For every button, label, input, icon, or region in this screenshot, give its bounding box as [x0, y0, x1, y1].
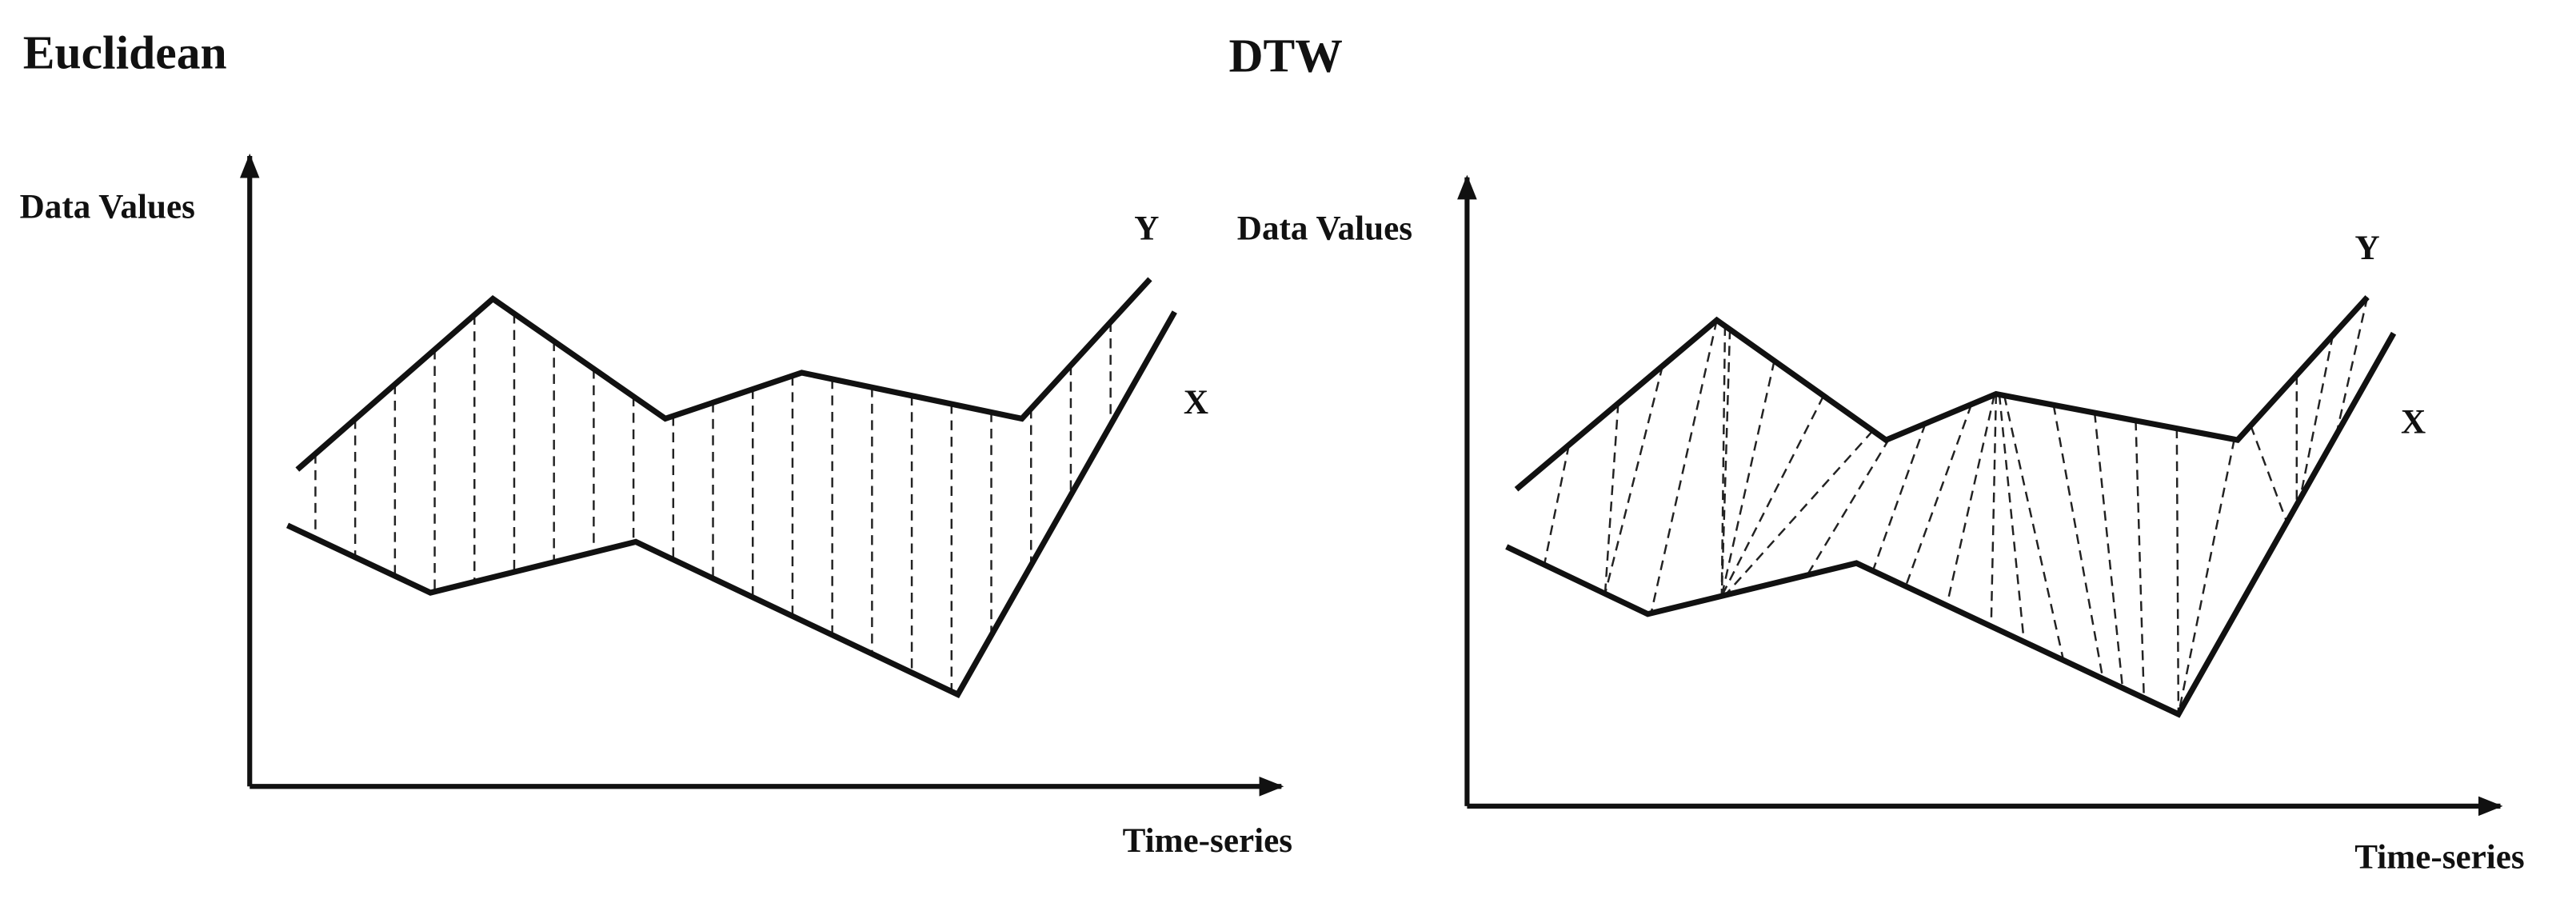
- series-x-line: [1505, 331, 2397, 718]
- warping-line: [1720, 360, 1775, 597]
- series-label: Y: [2355, 230, 2380, 267]
- series-x-line: [286, 310, 1177, 698]
- y-axis-label: Data Values: [20, 189, 195, 226]
- warping-line: [2052, 405, 2104, 679]
- warping-line: [1724, 430, 1874, 596]
- warping-line: [1720, 395, 1825, 597]
- warping-line: [1990, 394, 1998, 627]
- warping-line: [1904, 404, 1973, 587]
- warping-line: [2250, 425, 2288, 523]
- euclidean-panel: Euclidean Data Values Time-series Y X: [20, 26, 1292, 860]
- warping-line: [2175, 428, 2180, 714]
- series-label: X: [2401, 404, 2426, 442]
- warping-line: [2177, 439, 2235, 715]
- panel-title: DTW: [1229, 30, 1343, 82]
- y-axis-label: Data Values: [1237, 210, 1412, 247]
- x-axis-label: Time-series: [1123, 822, 1292, 860]
- warping-line: [1720, 326, 1727, 597]
- warping-line: [2298, 334, 2334, 500]
- dtw-panel: DTW Data Values Time-series Y X: [1229, 30, 2525, 877]
- warping-line: [1543, 445, 1570, 565]
- warping-line: [2093, 412, 2124, 689]
- warping-line: [2003, 395, 2065, 661]
- warping-line: [2135, 420, 2145, 698]
- panel-title: Euclidean: [23, 26, 227, 79]
- series-y-line: [295, 277, 1152, 472]
- warping-line: [1998, 394, 2026, 642]
- warping-line: [1871, 423, 1927, 572]
- warping-line: [1806, 438, 1891, 576]
- warping-line: [1946, 394, 1996, 606]
- series-label: Y: [1134, 210, 1159, 247]
- warping-line: [2334, 297, 2369, 436]
- x-axis-label: Time-series: [2354, 839, 2524, 877]
- warping-line: [1650, 320, 1718, 613]
- series-label: X: [1184, 384, 1208, 422]
- warping-line: [1604, 366, 1664, 594]
- warping-line: [1720, 329, 1731, 597]
- series-y-line: [1514, 295, 2370, 492]
